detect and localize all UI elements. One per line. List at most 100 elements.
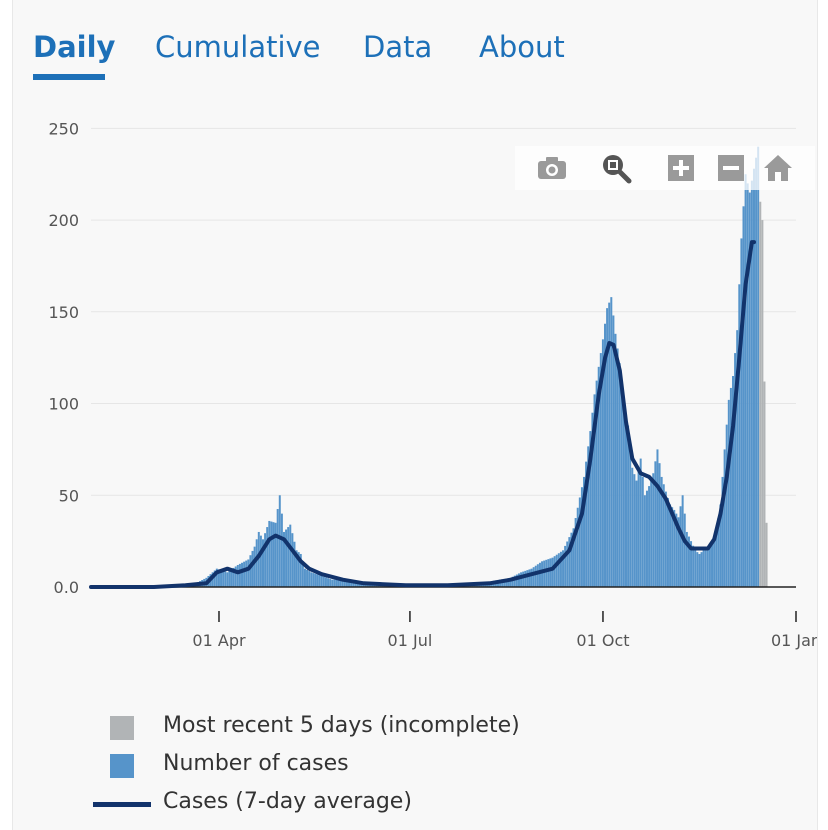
case-bar xyxy=(245,560,248,587)
case-bar xyxy=(622,403,625,587)
case-bar xyxy=(297,552,300,587)
case-bar xyxy=(360,582,363,587)
case-bar xyxy=(253,546,256,587)
tab-about[interactable]: About xyxy=(479,30,565,64)
case-bar xyxy=(215,568,218,587)
case-bar xyxy=(551,557,554,587)
case-bar xyxy=(507,578,510,587)
zoom-in-icon[interactable] xyxy=(665,152,699,184)
zoom-out-icon[interactable] xyxy=(715,152,749,184)
case-bar xyxy=(324,577,327,587)
case-bar xyxy=(228,570,231,587)
case-bar xyxy=(677,517,680,587)
case-bar xyxy=(578,497,581,587)
case-bar xyxy=(704,548,707,587)
y-tick-label: 250 xyxy=(48,119,79,138)
case-bar xyxy=(757,146,760,587)
case-bar xyxy=(278,495,281,587)
case-bar xyxy=(742,206,745,587)
case-bar xyxy=(505,578,508,587)
case-bar xyxy=(633,474,636,587)
case-bar xyxy=(736,330,739,587)
case-bar xyxy=(251,550,254,587)
case-bar xyxy=(320,575,323,587)
case-bar xyxy=(264,533,267,587)
legend-item-average[interactable]: Cases (7-day average) xyxy=(13,786,513,822)
case-bar xyxy=(752,168,755,587)
case-bar xyxy=(322,576,325,587)
case-bar xyxy=(656,449,659,587)
case-bar xyxy=(574,518,577,587)
tab-data[interactable]: Data xyxy=(363,30,433,64)
case-bar xyxy=(557,553,560,587)
case-bar xyxy=(211,572,214,587)
dashboard-panel: Daily Cumulative Data About 0.0 50 100 150 2… xyxy=(12,0,818,830)
case-bar xyxy=(629,446,632,587)
case-bar xyxy=(224,571,227,587)
case-bar xyxy=(685,531,688,587)
tab-daily[interactable]: Daily xyxy=(33,30,116,64)
case-bar xyxy=(658,463,661,587)
case-bar xyxy=(213,570,216,587)
case-bar xyxy=(599,353,602,587)
legend-item-incomplete[interactable]: Most recent 5 days (incomplete) xyxy=(13,710,520,746)
case-bar xyxy=(740,238,743,587)
legend-label-incomplete: Most recent 5 days (incomplete) xyxy=(163,713,520,738)
case-bar xyxy=(635,480,638,587)
case-bar xyxy=(675,513,678,587)
case-bar xyxy=(612,315,615,587)
zoom-icon[interactable] xyxy=(599,152,633,184)
case-bar xyxy=(247,559,250,587)
case-bar xyxy=(312,573,315,587)
case-bar xyxy=(643,495,646,587)
case-bar xyxy=(706,546,709,587)
case-bar xyxy=(727,399,730,587)
case-bar xyxy=(232,567,235,587)
legend-swatch-average xyxy=(93,802,151,807)
incomplete-bar xyxy=(763,381,766,587)
case-bar xyxy=(295,550,298,587)
case-bar xyxy=(257,531,260,587)
case-bar xyxy=(604,323,607,587)
camera-icon[interactable] xyxy=(535,152,569,184)
average-line[interactable] xyxy=(89,240,756,589)
case-bar xyxy=(243,561,246,587)
case-bar xyxy=(583,476,586,587)
case-bar xyxy=(564,545,567,587)
case-bar xyxy=(589,431,592,587)
incomplete-bar xyxy=(765,522,768,587)
case-bar xyxy=(708,543,711,587)
case-bar xyxy=(222,570,225,587)
case-bar xyxy=(532,567,535,587)
case-bar xyxy=(310,572,313,587)
case-bar xyxy=(303,568,306,587)
legend-swatch-cases xyxy=(110,754,134,778)
case-bar xyxy=(318,575,321,587)
case-bar xyxy=(543,560,546,587)
case-bar xyxy=(314,573,317,587)
case-bar xyxy=(354,581,357,587)
home-icon[interactable] xyxy=(761,152,795,184)
case-bar xyxy=(301,561,304,587)
case-bar xyxy=(700,552,703,587)
case-bar xyxy=(345,580,348,587)
case-bar xyxy=(545,559,548,587)
case-bar xyxy=(721,476,724,587)
case-bar xyxy=(624,414,627,587)
case-bar xyxy=(576,507,579,587)
case-bar xyxy=(339,579,342,587)
case-bar xyxy=(234,566,237,587)
case-bar xyxy=(601,339,604,587)
case-bar xyxy=(616,348,619,587)
cases-chart[interactable]: 0.0 50 100 150 200 250 01 Apr 01 Jul 01 Oct 01 Ja… xyxy=(13,0,817,700)
case-bar xyxy=(559,551,562,587)
case-bar xyxy=(272,522,275,587)
case-bar xyxy=(536,564,539,587)
case-bar xyxy=(343,580,346,587)
case-bar xyxy=(744,174,747,587)
active-tab-indicator xyxy=(33,74,105,80)
legend-item-cases[interactable]: Number of cases xyxy=(13,748,513,784)
tab-cumulative[interactable]: Cumulative xyxy=(155,30,321,64)
case-bar xyxy=(595,380,598,587)
x-tick-label: 01 Jul xyxy=(388,631,433,650)
